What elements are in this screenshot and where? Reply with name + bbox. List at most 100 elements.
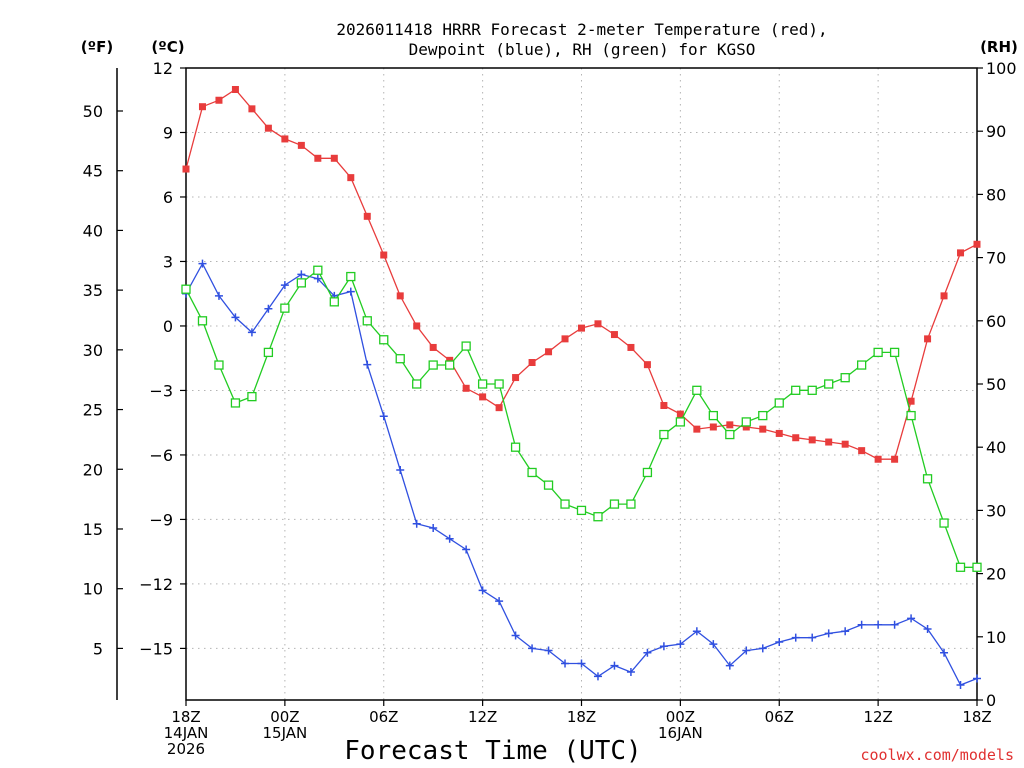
rh-point [181, 284, 191, 294]
rh-tick-label: 30 [986, 501, 1006, 520]
rh-tick-label: 90 [986, 122, 1006, 141]
x-tick-label: 00Z [270, 708, 299, 726]
celsius-tick-label: 0 [163, 317, 173, 336]
series-rh [181, 265, 982, 572]
temperature-point [495, 404, 503, 412]
x-tick-label: 06Z [369, 708, 398, 726]
rh-point [889, 347, 900, 358]
temperature-point [940, 292, 948, 300]
dewpoint-point [396, 465, 405, 474]
temperature-point [297, 141, 305, 149]
temperature-point [874, 455, 882, 463]
fahrenheit-tick-label: 20 [83, 460, 103, 479]
rh-point [313, 265, 323, 275]
dewpoint-point [478, 586, 487, 595]
temperature-point [676, 410, 684, 418]
dewpoint-point [890, 620, 899, 629]
temperature-point [891, 455, 899, 463]
rh-point [741, 417, 751, 427]
dewpoint-point [725, 661, 734, 670]
rh-point [510, 442, 521, 452]
series-temperature [182, 85, 981, 463]
dewpoint-point [940, 648, 949, 657]
dewpoint-point [363, 360, 372, 369]
temperature-point [726, 421, 734, 429]
rh-point [560, 499, 570, 509]
rh-point [461, 341, 471, 351]
tick-labels: 129630−3−6−9−12−155045403530252015105100… [83, 59, 1017, 758]
dewpoint-point [709, 640, 718, 649]
x-tick-label: 16JAN [658, 724, 703, 742]
x-tick-label: 06Z [765, 708, 794, 726]
temperature-point [380, 251, 388, 259]
temperature-point [627, 343, 635, 351]
temperature-point [182, 165, 190, 173]
dewpoint-point [775, 637, 784, 646]
grid-lines [186, 68, 977, 700]
temperature-point [643, 361, 651, 369]
rh-point [708, 410, 718, 421]
dewpoint-point [247, 328, 256, 337]
rh-point [939, 518, 949, 528]
series-layer [181, 85, 982, 689]
x-tick-label: 14JAN [164, 724, 209, 742]
rh-point [922, 474, 933, 484]
fahrenheit-tick-label: 30 [83, 341, 103, 360]
rh-unit-label: (RH) [980, 38, 1018, 56]
x-tick-label: 15JAN [263, 724, 308, 742]
rh-point [758, 410, 768, 421]
dewpoint-point [692, 627, 701, 636]
rh-point [576, 505, 587, 516]
celsius-tick-label: 3 [163, 252, 173, 271]
fahrenheit-tick-label: 5 [93, 639, 103, 658]
dewpoint-point [412, 519, 421, 528]
rh-point [972, 562, 982, 572]
rh-point [428, 360, 438, 370]
dewpoint-point [544, 646, 553, 655]
rh-point [214, 360, 224, 370]
fahrenheit-tick-label: 45 [83, 162, 103, 181]
temperature-point [347, 174, 355, 182]
dewpoint-point [495, 597, 504, 606]
dewpoint-point [462, 545, 471, 554]
celsius-tick-label: −3 [149, 381, 173, 400]
temperature-point [594, 320, 602, 328]
rh-point [791, 385, 801, 395]
rh-point [280, 303, 290, 313]
dewpoint-point [593, 672, 602, 681]
dewpoint-point [445, 534, 454, 543]
temperature-point [957, 249, 965, 257]
temperature-point [858, 447, 866, 455]
dewpoint-point [956, 680, 965, 689]
temperature-point [446, 356, 454, 364]
dewpoint-point [791, 633, 800, 642]
dewpoint-point [280, 281, 289, 290]
rh-point [593, 512, 603, 522]
dewpoint-point [659, 642, 668, 651]
rh-point [346, 271, 356, 282]
celsius-tick-label: −12 [139, 575, 173, 594]
rh-tick-label: 100 [986, 59, 1017, 78]
rh-point [873, 347, 883, 358]
temperature-point [775, 429, 783, 437]
celsius-tick-label: 12 [153, 59, 173, 78]
fahrenheit-tick-label: 15 [83, 520, 103, 539]
fahrenheit-tick-label: 40 [83, 221, 103, 240]
fahrenheit-tick-label: 10 [83, 580, 103, 599]
celsius-tick-label: 9 [163, 123, 173, 142]
dewpoint-point [429, 524, 438, 533]
temperature-point [742, 423, 750, 431]
celsius-tick-label: −15 [139, 639, 173, 658]
rh-point [824, 379, 834, 389]
dewpoint-point [346, 287, 355, 296]
dewpoint-point [577, 659, 586, 668]
dewpoint-point [857, 620, 866, 629]
dewpoint-point [528, 644, 537, 653]
fahrenheit-tick-label: 25 [83, 401, 103, 420]
credit-text: coolwx.com/models [860, 746, 1014, 764]
temperature-point [198, 103, 206, 111]
chart-title-line1: 2026011418 HRRR Forecast 2-meter Tempera… [336, 20, 827, 39]
rh-tick-label: 80 [986, 185, 1006, 204]
temperature-point [841, 440, 849, 448]
